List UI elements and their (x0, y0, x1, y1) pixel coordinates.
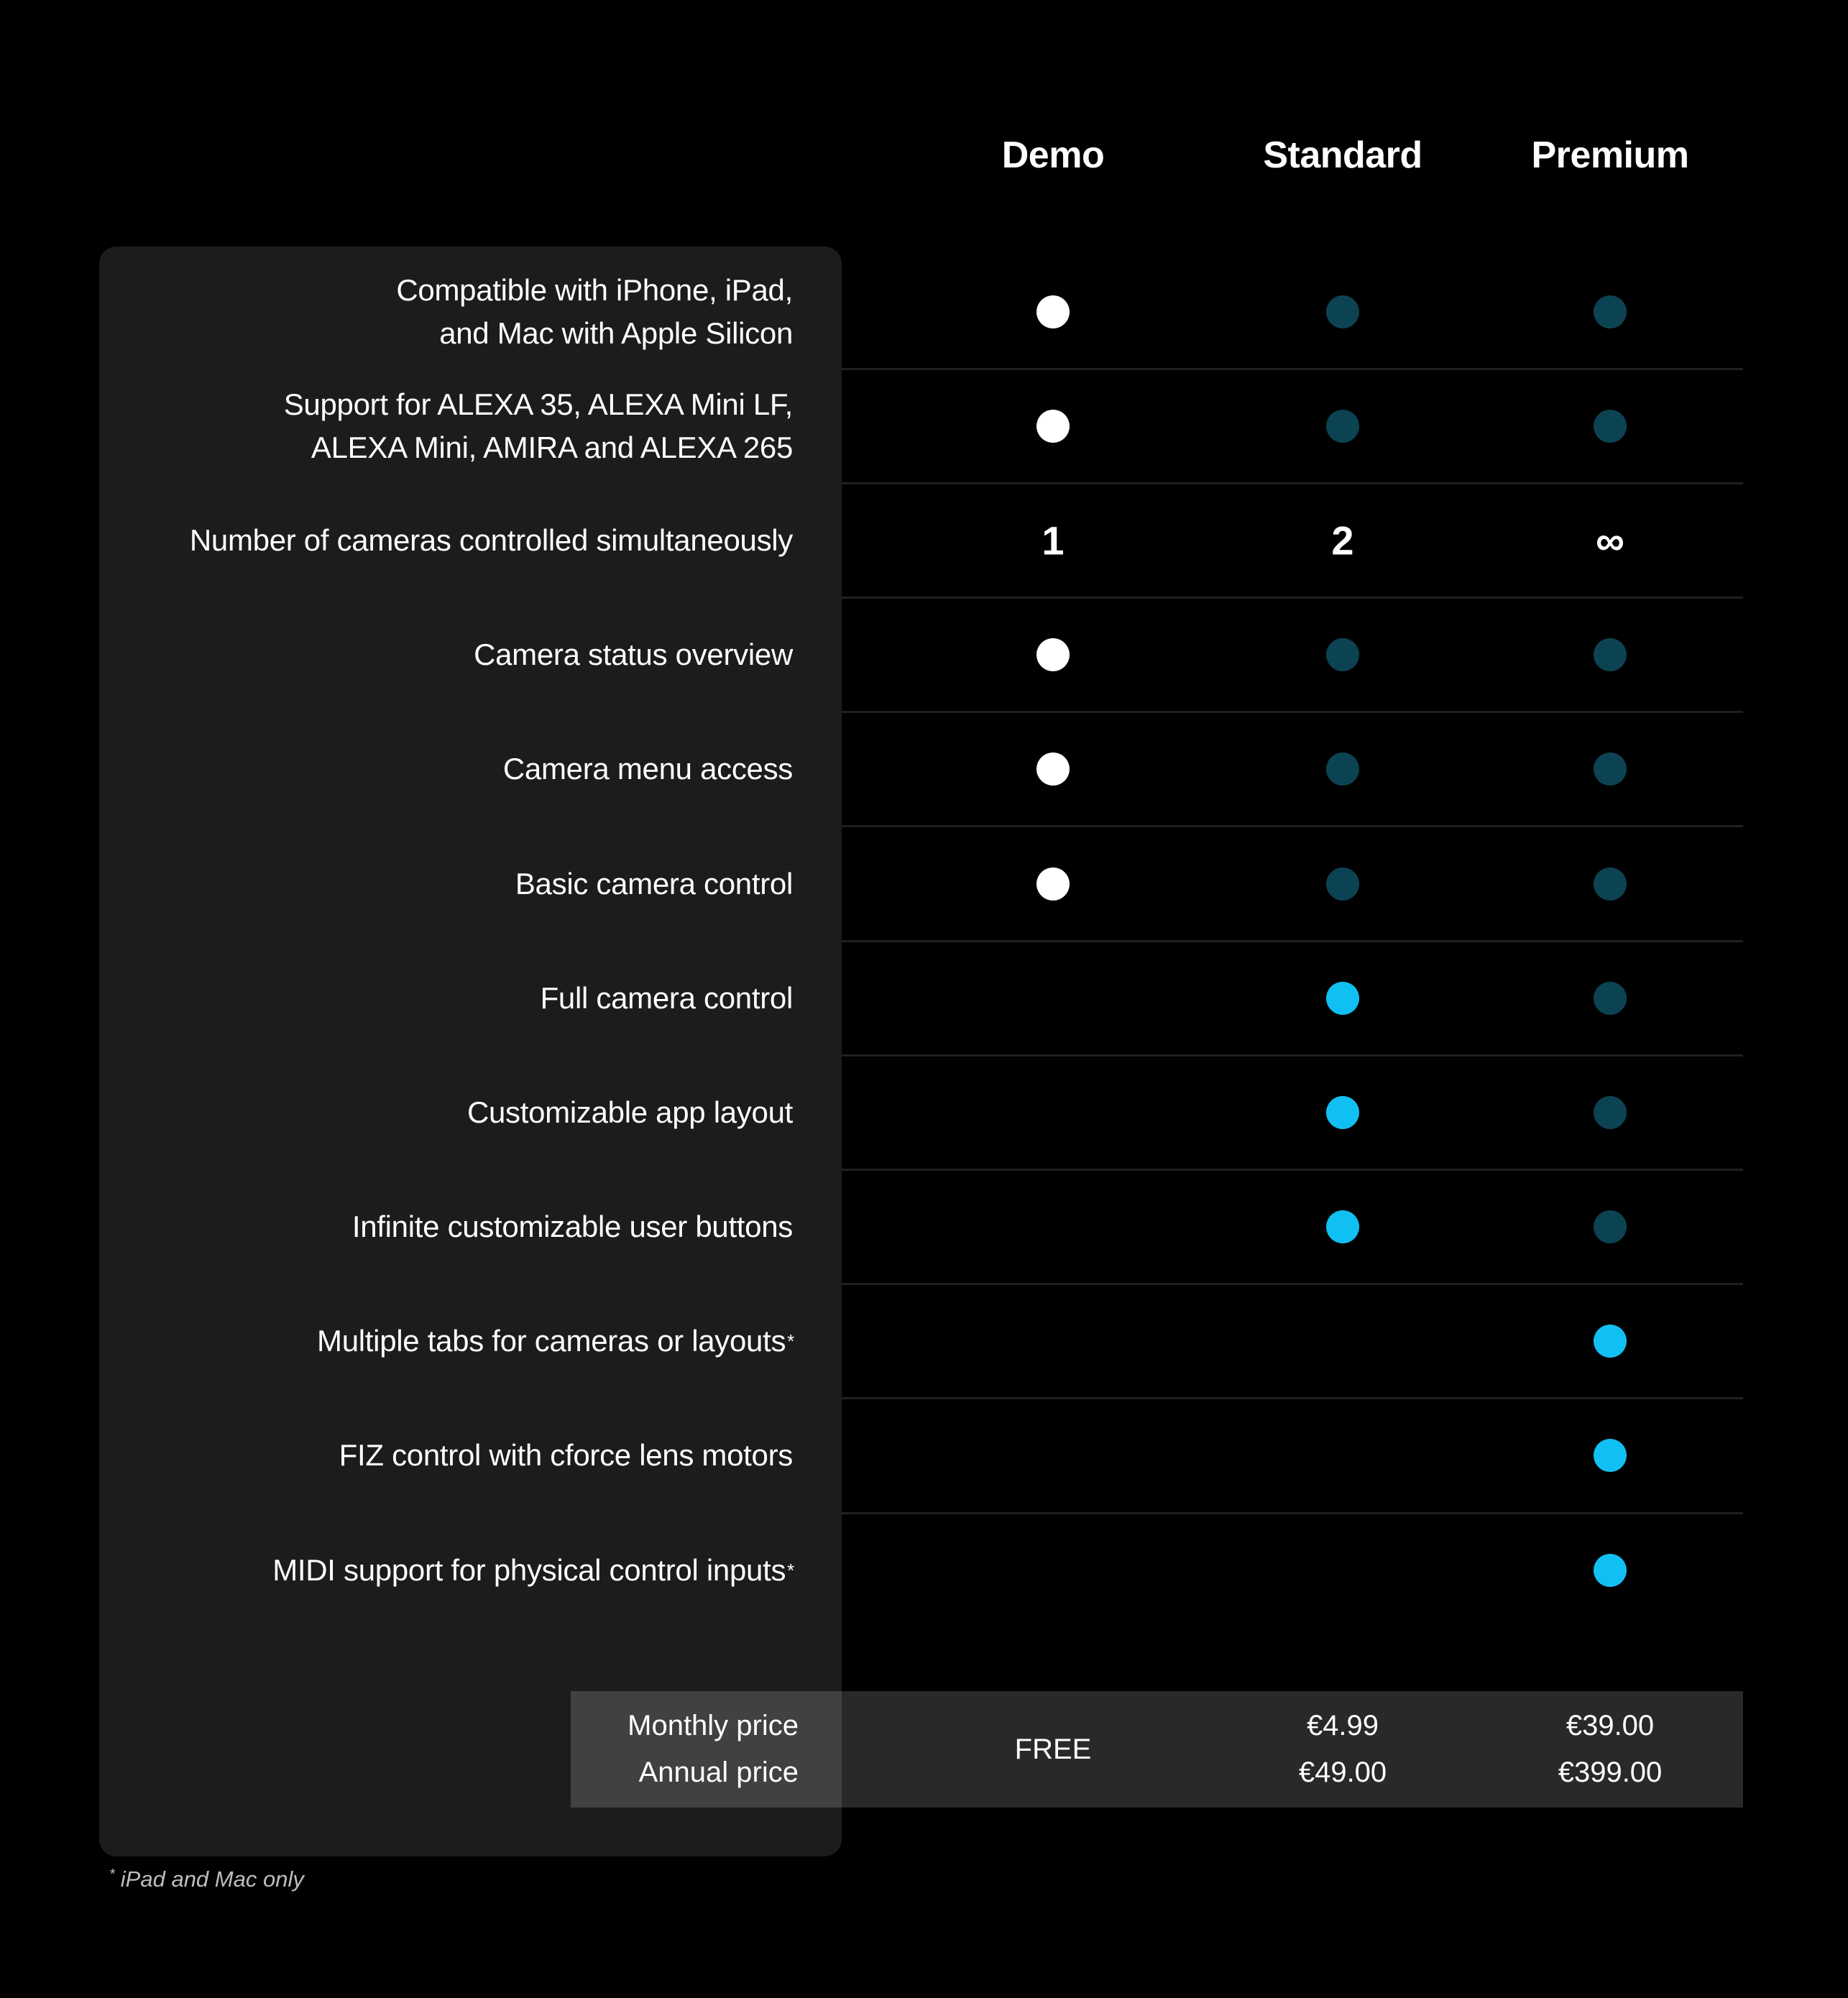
feature-label: MIDI support for physical control inputs… (272, 1552, 794, 1587)
cell-standard (1326, 409, 1359, 443)
cell-demo (1036, 638, 1070, 672)
feature-row: Camera status overview (99, 598, 1743, 714)
feature-dot (1594, 1439, 1627, 1473)
feature-dot (1594, 1325, 1627, 1358)
feature-dot (1594, 1095, 1627, 1129)
feature-label: Camera menu access (502, 752, 793, 786)
feature-dot (1326, 867, 1359, 901)
cell-premium (1594, 867, 1627, 901)
feature-dot (1594, 295, 1627, 328)
feature-label: Basic camera control (515, 866, 793, 901)
cell-premium (1594, 1095, 1627, 1129)
cell-standard: 2 (1331, 517, 1354, 563)
feature-row: MIDI support for physical control inputs… (99, 1513, 1743, 1627)
price-premium-monthly: €39.00 (1566, 1710, 1655, 1741)
feature-dot (1326, 981, 1359, 1015)
feature-panel (99, 247, 842, 1856)
feature-dot (1594, 867, 1627, 901)
feature-dot (1036, 295, 1070, 328)
column-header-premium: Premium (1531, 134, 1689, 176)
feature-label: FIZ control with cforce lens motors (339, 1438, 794, 1473)
column-header-demo: Demo (1001, 134, 1105, 176)
feature-row: Infinite customizable user buttons (99, 1170, 1743, 1286)
feature-dot (1594, 1210, 1627, 1244)
price-demo-value: FREE (1014, 1733, 1092, 1765)
annual-price-label: Annual price (638, 1757, 799, 1788)
cell-premium (1594, 752, 1627, 786)
feature-dot (1326, 409, 1359, 443)
cell-demo (1036, 867, 1070, 901)
cell-premium (1594, 1439, 1627, 1473)
feature-dot (1594, 981, 1627, 1015)
feature-dot (1036, 867, 1070, 901)
feature-dot (1594, 752, 1627, 786)
cell-standard (1326, 638, 1359, 672)
cell-standard (1326, 295, 1359, 328)
cell-premium (1594, 1325, 1627, 1358)
feature-row: Basic camera control (99, 827, 1743, 942)
feature-dot (1326, 638, 1359, 672)
cell-premium (1594, 295, 1627, 328)
feature-dot (1036, 752, 1070, 786)
price-premium: €39.00 €399.00 (1558, 1691, 1663, 1808)
cell-premium (1594, 981, 1627, 1015)
cell-demo (1036, 295, 1070, 328)
monthly-price-label: Monthly price (628, 1710, 799, 1741)
feature-label: Customizable app layout (466, 1095, 793, 1129)
feature-label: Camera status overview (474, 637, 793, 672)
feature-rows: Compatible with iPhone, iPad, and Mac wi… (99, 254, 1743, 1627)
feature-row: Support for ALEXA 35, ALEXA Mini LF, ALE… (99, 369, 1743, 485)
feature-row: Multiple tabs for cameras or layouts * (99, 1284, 1743, 1400)
feature-dot (1594, 409, 1627, 443)
price-standard: €4.99 €49.00 (1299, 1691, 1387, 1808)
footnote: * iPad and Mac only (109, 1866, 304, 1892)
column-header-standard: Standard (1263, 134, 1422, 176)
footnote-asterisk: * (109, 1866, 115, 1882)
cell-premium (1594, 1210, 1627, 1244)
cell-demo (1036, 409, 1070, 443)
feature-dot (1594, 1553, 1627, 1587)
feature-label: Full camera control (540, 980, 794, 1015)
feature-label: Compatible with iPhone, iPad, and Mac wi… (396, 272, 793, 350)
feature-row: Full camera control (99, 941, 1743, 1057)
cell-standard (1326, 867, 1359, 901)
price-row: Monthly price Annual price FREE €4.99 €4… (571, 1691, 1743, 1808)
feature-dot (1326, 1210, 1359, 1244)
price-labels: Monthly price Annual price (571, 1691, 842, 1808)
cell-premium (1594, 638, 1627, 672)
cell-standard (1326, 752, 1359, 786)
feature-row: Number of cameras controlled simultaneou… (99, 483, 1743, 599)
feature-dot (1326, 1095, 1359, 1129)
cell-standard (1326, 1095, 1359, 1129)
feature-label: Number of cameras controlled simultaneou… (189, 522, 793, 557)
feature-row: Compatible with iPhone, iPad, and Mac wi… (99, 254, 1743, 370)
feature-row: Camera menu access (99, 712, 1743, 828)
feature-dot (1326, 752, 1359, 786)
feature-dot (1036, 409, 1070, 443)
cell-demo (1036, 752, 1070, 786)
feature-row: Customizable app layout (99, 1055, 1743, 1171)
cell-premium (1594, 409, 1627, 443)
feature-dot (1594, 638, 1627, 672)
price-demo: FREE (1015, 1691, 1092, 1808)
cell-demo: 1 (1042, 517, 1065, 563)
feature-label: Support for ALEXA 35, ALEXA Mini LF, ALE… (283, 387, 794, 464)
cell-premium: ∞ (1596, 517, 1624, 563)
price-premium-annual: €399.00 (1558, 1757, 1663, 1788)
price-standard-monthly: €4.99 (1306, 1710, 1379, 1741)
feature-dot (1326, 295, 1359, 328)
feature-row: FIZ control with cforce lens motors (99, 1399, 1743, 1514)
cell-standard (1326, 981, 1359, 1015)
cell-premium (1594, 1553, 1627, 1587)
price-standard-annual: €49.00 (1298, 1757, 1387, 1788)
cell-standard (1326, 1210, 1359, 1244)
footnote-text: iPad and Mac only (120, 1866, 304, 1892)
feature-label: Infinite customizable user buttons (351, 1210, 793, 1244)
feature-label: Multiple tabs for cameras or layouts * (317, 1324, 794, 1358)
feature-dot (1036, 638, 1070, 672)
